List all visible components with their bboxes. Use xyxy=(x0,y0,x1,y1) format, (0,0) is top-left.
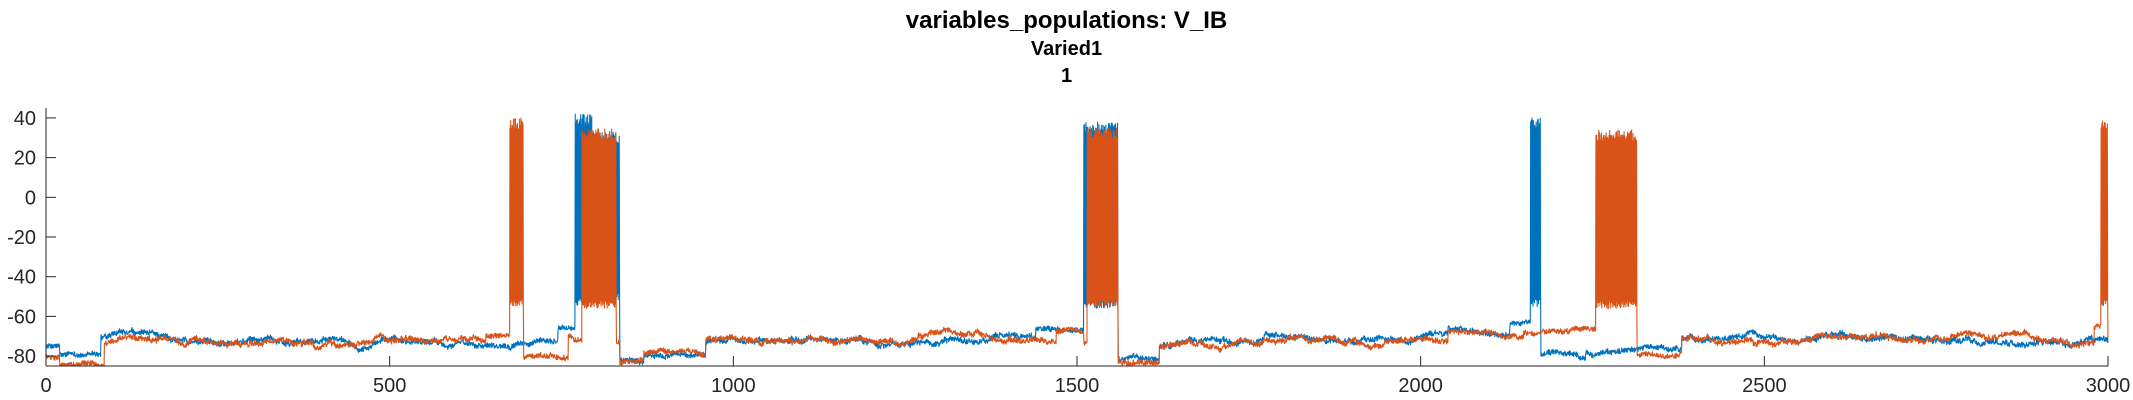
chart-title: variables_populations: V_IB xyxy=(905,7,1228,34)
y-tick-label: 0 xyxy=(25,187,36,209)
y-tick-label: -20 xyxy=(7,227,36,249)
series-line-2 xyxy=(45,117,2109,367)
y-tick-label: -80 xyxy=(7,346,36,368)
x-tick-label: 0 xyxy=(40,375,51,397)
x-tick-label: 1000 xyxy=(711,375,756,397)
x-tick-label: 2000 xyxy=(1398,375,1443,397)
chart-titles: variables_populations: V_IB Varied1 1 xyxy=(0,6,2133,89)
y-tick-label: 40 xyxy=(14,108,36,130)
chart-subtitle-1: Varied1 xyxy=(1030,38,1103,60)
x-tick-label: 1500 xyxy=(1055,375,1100,397)
axes-layer: 0 500 1000 1500 2000 2500 3000 -80 -60 -40 -20 0 20 4… xyxy=(7,108,2130,397)
y-tick-label: -60 xyxy=(7,306,36,328)
x-tick-label: 500 xyxy=(373,375,406,397)
y-tick-label: -40 xyxy=(7,267,36,289)
x-tick-label: 2500 xyxy=(1742,375,1787,397)
y-tick-label: 20 xyxy=(14,148,36,170)
series-layer xyxy=(45,113,2109,367)
chart-subtitle-2: 1 xyxy=(1060,65,1073,87)
series-line-1 xyxy=(45,113,2109,366)
x-tick-label: 3000 xyxy=(2086,375,2131,397)
